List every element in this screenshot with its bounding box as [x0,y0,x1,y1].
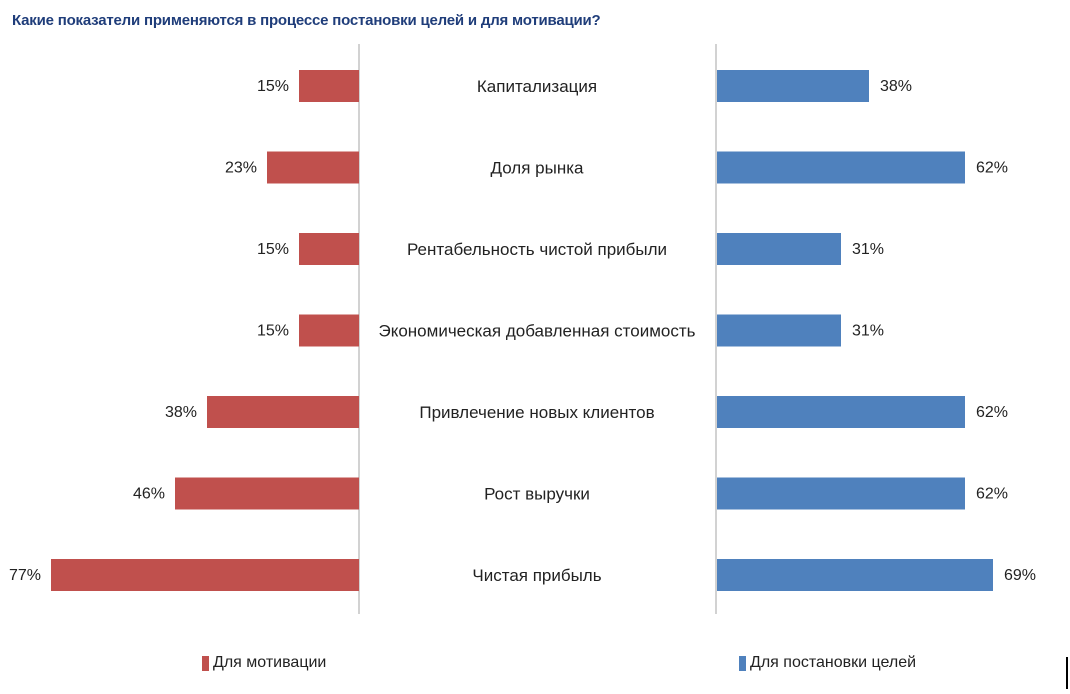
motivation-bar [299,70,359,102]
motivation-bar [267,151,359,184]
category-label: Рентабельность чистой прибыли [407,240,667,259]
goals-bar [717,70,869,102]
category-label: Экономическая добавленная стоимость [378,322,695,341]
motivation-value-label: 77% [9,567,41,584]
motivation-bar [299,233,359,265]
category-label: Чистая прибыль [472,566,601,585]
legend-label-motivation: Для мотивации [213,654,327,671]
goals-bar [717,396,965,428]
motivation-bar [207,396,359,428]
goals-bar [717,151,965,184]
goals-value-label: 62% [976,486,1008,503]
goals-value-label: 62% [976,160,1008,177]
goals-value-label: 31% [852,241,884,258]
legend-label-goals: Для постановки целей [750,654,917,671]
category-label: Капитализация [477,77,597,96]
category-label: Рост выручки [484,485,590,504]
motivation-value-label: 15% [257,78,289,95]
legend-swatch-motivation [202,655,209,671]
motivation-bar [175,477,359,510]
goals-value-label: 31% [852,323,884,340]
goals-bar [717,559,993,591]
category-label: Доля рынка [491,159,585,178]
goals-bar [717,477,965,510]
text-cursor [1066,657,1068,689]
legend-swatch-goals [739,655,746,671]
chart-title: Какие показатели применяются в процессе … [12,12,601,29]
goals-value-label: 62% [976,404,1008,421]
goals-value-label: 38% [880,78,912,95]
goals-bar [717,233,841,265]
motivation-value-label: 46% [133,486,165,503]
legend-item-motivation: Для мотивации [202,654,326,672]
motivation-value-label: 15% [257,241,289,258]
motivation-bar [51,559,359,591]
motivation-value-label: 15% [257,323,289,340]
goals-value-label: 69% [1004,567,1036,584]
motivation-value-label: 23% [225,160,257,177]
motivation-bar [299,314,359,347]
category-label: Привлечение новых клиентов [419,403,654,422]
goals-bar [717,314,841,347]
legend-item-goals: Для постановки целей [739,654,916,672]
motivation-value-label: 38% [165,404,197,421]
